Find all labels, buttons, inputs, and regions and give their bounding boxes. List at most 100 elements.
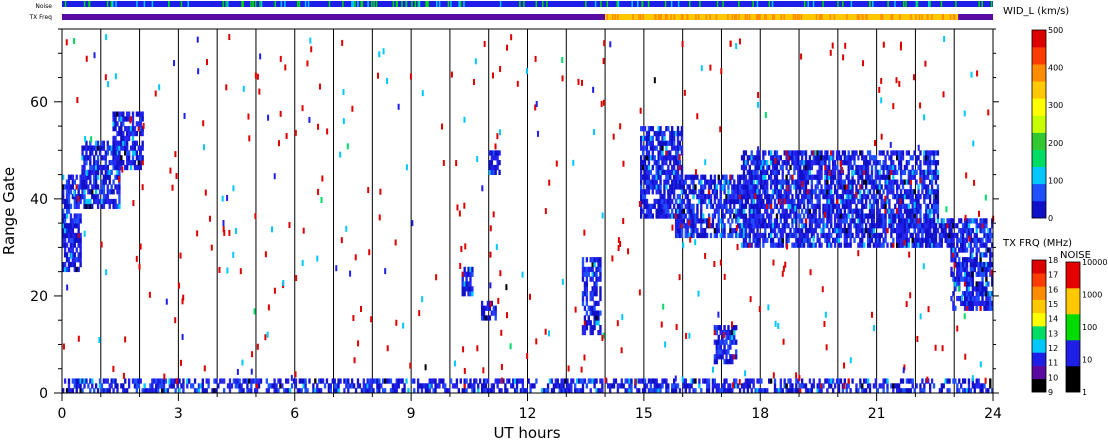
echo-cell [707, 378, 711, 384]
echo-cell [766, 198, 769, 205]
echo-cell [94, 145, 98, 151]
echo-cell [657, 208, 660, 214]
echo-cell [711, 203, 715, 209]
echo-cell [946, 223, 949, 229]
echo-cell [692, 189, 695, 195]
echo-cell [133, 150, 137, 156]
echo-cell [979, 227, 982, 234]
colorbar-segment [1066, 366, 1080, 393]
scatter-point [823, 320, 826, 327]
echo-cell [645, 140, 649, 146]
echo-cell [655, 189, 658, 195]
echo-cell [591, 261, 594, 268]
echo-cell [91, 184, 94, 190]
echo-cell [735, 349, 738, 355]
echo-cell [967, 300, 971, 307]
echo-cell [98, 189, 102, 195]
echo-cell [331, 378, 334, 384]
scatter-point [908, 251, 911, 258]
echo-cell [886, 198, 889, 205]
echo-cell [688, 213, 691, 219]
scatter-point [254, 213, 257, 220]
echo-cell [963, 266, 967, 273]
echo-cell [731, 189, 734, 195]
echo-cell [859, 184, 862, 190]
echo-cell [595, 291, 598, 297]
echo-cell [672, 145, 676, 151]
echo-cell [845, 198, 848, 205]
echo-cell [839, 164, 843, 171]
echo-cell [676, 164, 680, 171]
echo-cell [952, 237, 955, 243]
echo-cell [756, 378, 759, 384]
echo-cell [901, 150, 905, 156]
echo-cell [63, 232, 67, 239]
scatter-point [83, 230, 86, 237]
echo-cell [766, 208, 769, 214]
colorbar-segment [1032, 81, 1046, 99]
scatter-point [601, 212, 604, 219]
echo-cell [467, 281, 470, 287]
echo-cell [83, 174, 86, 180]
echo-cell [155, 383, 158, 389]
echo-cell [742, 189, 746, 195]
scatter-point [581, 79, 584, 86]
echo-cell [808, 208, 812, 214]
echo-cell [740, 208, 744, 214]
echo-cell [711, 218, 715, 224]
echo-cell [837, 218, 841, 224]
echo-cell [108, 388, 111, 394]
scatter-point [321, 175, 324, 182]
scatter-point [602, 58, 605, 65]
echo-cell [802, 194, 806, 200]
noise-mark [83, 1, 86, 7]
x-tick-label: 12 [519, 406, 537, 422]
colorbar-segment [1066, 340, 1080, 367]
echo-cell [595, 257, 598, 263]
echo-cell [75, 213, 78, 219]
echo-cell [126, 155, 129, 161]
echo-cell [868, 383, 872, 389]
echo-cell [75, 203, 78, 209]
echo-cell [736, 179, 740, 185]
echo-cell [822, 208, 825, 214]
echo-cell [591, 378, 594, 384]
echo-cell [832, 203, 835, 209]
scatter-point [498, 129, 501, 136]
echo-cell [345, 378, 348, 384]
echo-cell [802, 164, 806, 171]
echo-cell [71, 237, 75, 243]
echo-cell [973, 218, 976, 224]
echo-cell [75, 184, 78, 190]
noise-mark [354, 1, 356, 7]
echo-cell [585, 295, 589, 302]
echo-cell [290, 383, 294, 389]
echo-cell [663, 160, 666, 166]
echo-cell [490, 169, 493, 175]
echo-cell [880, 150, 883, 156]
noise-mark [519, 1, 521, 7]
echo-cell [649, 388, 653, 394]
echo-cell [874, 155, 878, 161]
scatter-point [284, 64, 287, 71]
echo-cell [799, 169, 802, 175]
echo-cell [907, 242, 910, 248]
echo-cell [787, 213, 790, 219]
echo-cell [944, 378, 947, 384]
echo-cell [826, 179, 829, 185]
txfreq-mark [764, 14, 766, 20]
echo-cell [104, 174, 108, 180]
echo-cell [91, 169, 94, 175]
echo-cell [655, 208, 658, 214]
echo-cell [682, 378, 686, 384]
echo-cell [773, 179, 777, 185]
echo-cell [812, 227, 815, 234]
echo-cell [500, 388, 503, 394]
scatter-point [757, 146, 760, 153]
echo-cell [137, 145, 140, 151]
echo-cell [116, 160, 119, 166]
echo-cell [985, 388, 988, 394]
echo-cell [870, 208, 874, 214]
colorbar-segment [1032, 149, 1046, 168]
echo-cell [754, 242, 757, 248]
